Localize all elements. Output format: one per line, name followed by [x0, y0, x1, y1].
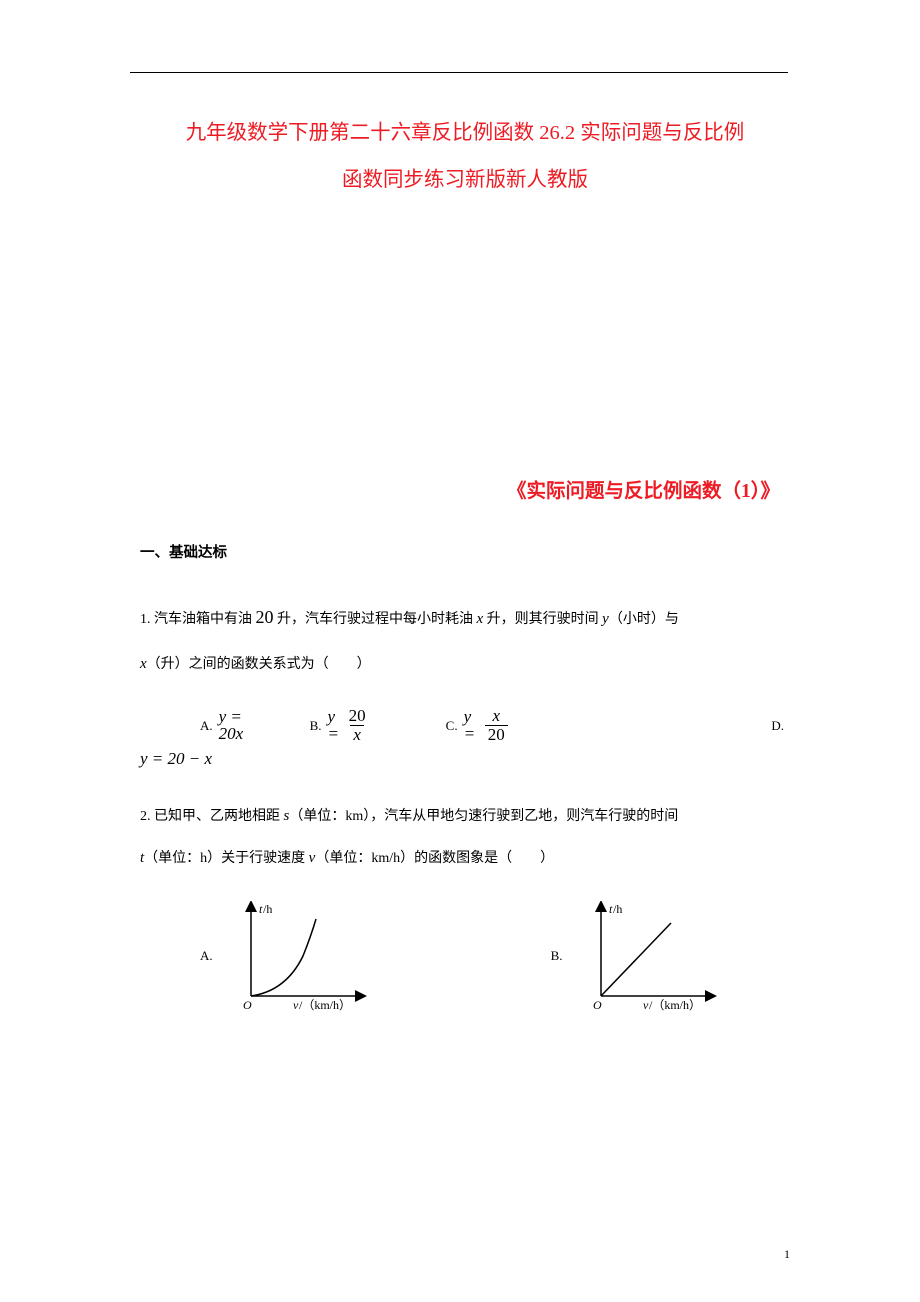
- q1-opt-c-num: x: [492, 707, 500, 725]
- q1-text-3: 升，则其行驶时间: [483, 612, 602, 627]
- q2-graph-a: A. t /h O v /（km/h）: [200, 901, 381, 1011]
- document-title: 九年级数学下册第二十六章反比例函数 26.2 实际问题与反比例 函数同步练习新版…: [140, 110, 790, 204]
- q2-unit-km: km: [345, 809, 363, 824]
- q1-opt-d-expr: y = 20 − x: [140, 749, 790, 769]
- q2-graphs: A. t /h O v /（km/h） B.: [140, 901, 790, 1011]
- q2-graph-b: B. t /h O v /（km/h）: [551, 901, 731, 1011]
- q1-text-1: 1. 汽车油箱中有油: [140, 612, 256, 627]
- q1-text-4: （小时）与: [609, 612, 679, 627]
- q1-text-2: 升，汽车行驶过程中每小时耗油: [274, 612, 477, 627]
- q2-text-4: （单位：: [144, 851, 200, 866]
- q2-text-7: ）的函数图象是（ ）: [400, 851, 554, 866]
- q2-text-5: ）关于行驶速度: [207, 851, 309, 866]
- q2-text-1: 2. 已知甲、乙两地相距: [140, 809, 284, 824]
- graph-a-svg: t /h O v /（km/h）: [231, 901, 381, 1011]
- graph-b-svg: t /h O v /（km/h）: [581, 901, 731, 1011]
- subtitle: 《实际问题与反比例函数（1）》: [140, 474, 790, 503]
- section-heading: 一、基础达标: [140, 541, 790, 562]
- page-number: 1: [784, 1247, 790, 1262]
- top-rule: [130, 72, 788, 73]
- title-line-1: 九年级数学下册第二十六章反比例函数 26.2 实际问题与反比例: [140, 110, 790, 157]
- q1-line2-var: x: [140, 656, 147, 672]
- q1-num-20: 20: [256, 607, 274, 627]
- q1-opt-c-den: 20: [485, 725, 508, 744]
- graph-a-xlabel-unit: /（km/h）: [299, 998, 351, 1011]
- q2-unit-kmh: km/h: [371, 851, 400, 866]
- q2-text-3: ），汽车从甲地匀速行驶到乙地，则汽车行驶的时间: [363, 809, 678, 824]
- q2-text-6: （单位：: [315, 851, 371, 866]
- q1-opt-c-frac: x 20: [485, 707, 508, 744]
- graph-a-origin: O: [243, 998, 252, 1011]
- q2-text-2: （单位：: [289, 809, 345, 824]
- q1-opt-a-label: A.: [200, 719, 213, 732]
- q2-graph-a-label: A.: [200, 948, 213, 964]
- q1-line2-rest: （升）之间的函数关系式为（ ）: [147, 657, 371, 672]
- q1-opt-b-frac: 20 x: [349, 707, 366, 744]
- question-2: 2. 已知甲、乙两地相距 s（单位：km），汽车从甲地匀速行驶到乙地，则汽车行驶…: [140, 795, 790, 879]
- page-content: 九年级数学下册第二十六章反比例函数 26.2 实际问题与反比例 函数同步练习新版…: [0, 0, 920, 1011]
- title-line-2: 函数同步练习新版新人教版: [140, 157, 790, 204]
- q2-graph-b-label: B.: [551, 948, 563, 964]
- q1-var-y: y: [602, 611, 609, 627]
- q1-opt-b-label: B.: [310, 719, 322, 732]
- q1-opt-c-label: C.: [446, 719, 458, 732]
- q1-opt-d-label: D.: [771, 719, 784, 732]
- graph-b-ylabel-unit: /h: [613, 902, 622, 916]
- q1-opt-b-den: x: [350, 725, 364, 744]
- q1-opt-a-expr: y = 20x: [219, 708, 266, 742]
- graph-a-ylabel-unit: /h: [263, 902, 272, 916]
- question-1: 1. 汽车油箱中有油 20 升，汽车行驶过程中每小时耗油 x 升，则其行驶时间 …: [140, 592, 790, 684]
- q1-opt-c-lhs: y =: [464, 708, 485, 742]
- graph-b-xlabel-unit: /（km/h）: [649, 998, 701, 1011]
- q1-options: A. y = 20x B. y = 20 x C. y = x 20 D.: [140, 707, 790, 744]
- q1-opt-b-num: 20: [349, 707, 366, 725]
- graph-b-origin: O: [593, 998, 602, 1011]
- q1-opt-b-lhs: y =: [328, 708, 349, 742]
